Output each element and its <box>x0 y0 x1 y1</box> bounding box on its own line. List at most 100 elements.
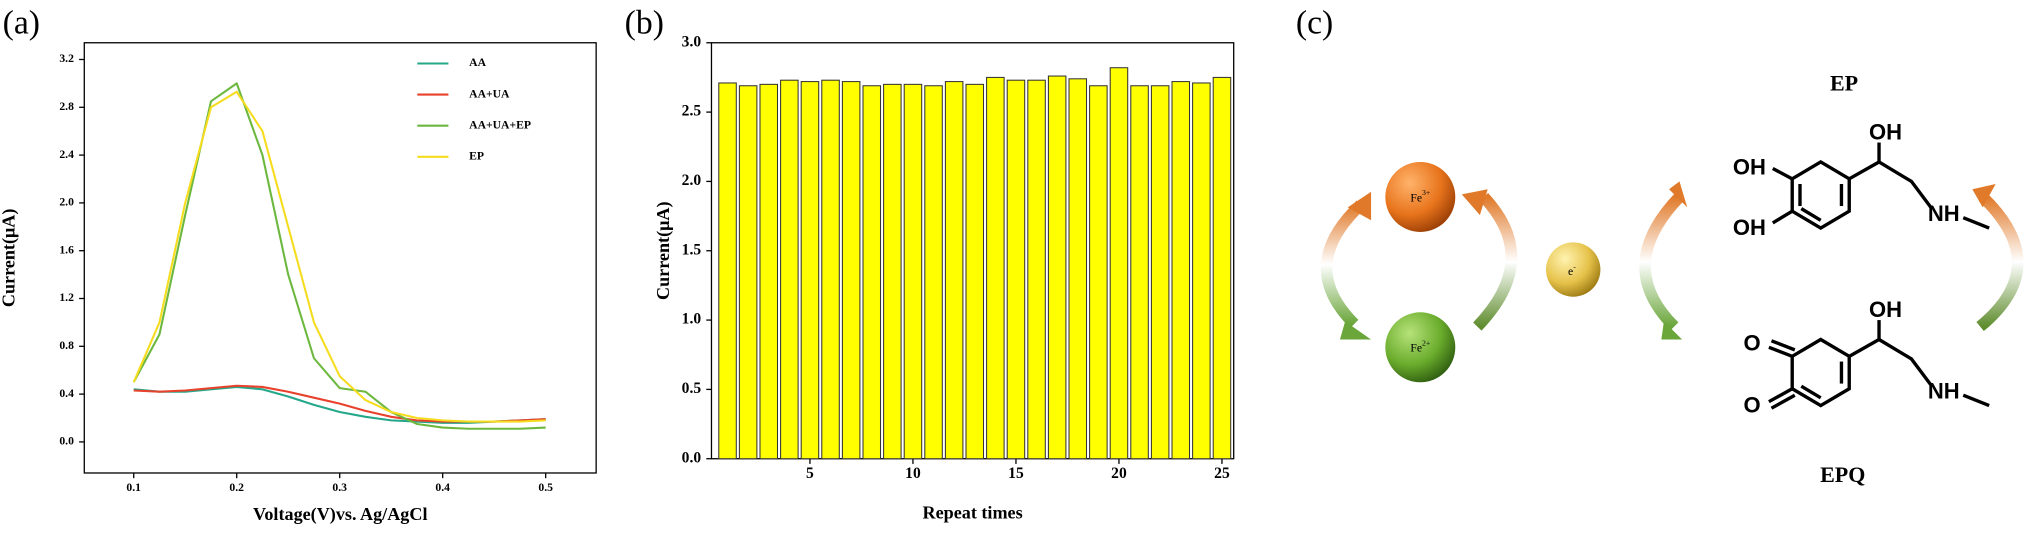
x-tick-label: 25 <box>1214 465 1230 482</box>
fe3-charge: 3+ <box>1422 188 1430 197</box>
chain <box>1848 160 1933 209</box>
arrow-head <box>1347 191 1372 221</box>
chain <box>1848 337 1933 386</box>
bar <box>1089 85 1108 460</box>
legend-label: AA+UA+EP <box>469 118 531 131</box>
arrow <box>1320 200 1365 329</box>
group: OH <box>1733 154 1766 179</box>
y-tick-label: 1.0 <box>682 311 702 328</box>
y-tick-label: 1.6 <box>59 243 74 256</box>
x-axis-title: Repeat times <box>923 503 1023 523</box>
y-axis-title: Current(μA) <box>0 209 20 308</box>
series-line <box>132 90 546 423</box>
bar <box>1068 78 1088 460</box>
arrow <box>1473 192 1518 331</box>
y-tick-label: 3.2 <box>59 52 74 65</box>
x-tick-label: 20 <box>1111 465 1127 482</box>
x-tick-label: 0.2 <box>229 481 244 494</box>
y-tick-label: 0.8 <box>59 339 74 352</box>
bond <box>1962 216 1990 230</box>
bar <box>780 79 799 460</box>
x-tick-label: 10 <box>905 465 921 482</box>
arrow-head <box>1972 184 1996 208</box>
legend-label: AA <box>469 56 486 69</box>
bond <box>1800 384 1822 400</box>
bond <box>1770 339 1796 352</box>
bar <box>903 83 923 460</box>
group: O <box>1743 393 1760 418</box>
legend-label: EP <box>469 149 484 162</box>
x-tick-label: 15 <box>1008 465 1024 482</box>
x-tick-label: 5 <box>806 465 814 482</box>
arrow <box>1639 192 1684 331</box>
y-tick-label: 2.5 <box>682 103 702 120</box>
electron-sphere <box>1546 242 1601 297</box>
x-tick-label: 0.5 <box>538 481 553 494</box>
bar <box>965 83 985 460</box>
fe2-label: Fe2+ <box>1410 338 1430 354</box>
ep-structure: OH OH OH NH <box>1733 119 1990 240</box>
electron-symbol: e <box>1568 265 1573 278</box>
y-tick-label: 0.0 <box>59 435 74 448</box>
bar <box>1006 79 1026 460</box>
bar <box>1171 81 1191 460</box>
fe3-label: Fe3+ <box>1410 188 1430 204</box>
bar <box>1192 82 1211 460</box>
arrow <box>1976 192 2024 332</box>
y-tick-label: 2.0 <box>59 196 74 209</box>
bar <box>862 85 882 460</box>
y-tick-label: 1.5 <box>682 241 702 258</box>
fe2-symbol: Fe <box>1410 341 1422 354</box>
bond <box>1771 209 1794 225</box>
bond <box>1768 387 1794 404</box>
y-tick-label: 0.0 <box>682 449 702 466</box>
y-tick-label: 2.0 <box>682 172 702 189</box>
group: O <box>1743 331 1760 356</box>
y-tick-label: 0.4 <box>59 387 74 400</box>
group: OH <box>1869 297 1902 322</box>
y-tick-label: 2.8 <box>59 100 74 113</box>
group: NH <box>1928 378 1960 403</box>
bar <box>986 76 1005 460</box>
plot-frame <box>83 42 597 474</box>
bond <box>1768 345 1793 358</box>
group: OH <box>1869 119 1902 144</box>
ep-label: EP <box>1830 71 1858 96</box>
epq-structure: O O OH NH <box>1743 297 1990 418</box>
panel-label: (b) <box>625 5 664 42</box>
arrow-head <box>1661 321 1683 340</box>
bar <box>841 81 861 460</box>
y-axis-title: Current(μA) <box>653 201 674 300</box>
x-tick-label: 0.4 <box>435 481 450 494</box>
y-tick-label: 1.2 <box>59 291 74 304</box>
bar <box>1109 67 1129 460</box>
arrow-head <box>1461 189 1488 216</box>
series-line <box>133 385 546 424</box>
bond <box>1771 166 1794 181</box>
bond <box>1770 393 1796 410</box>
group: NH <box>1928 201 1960 226</box>
panel-label: (c) <box>1296 5 1333 42</box>
bar <box>1130 85 1149 460</box>
bar <box>944 81 964 460</box>
bar <box>738 85 758 460</box>
fe2-charge: 2+ <box>1422 338 1430 347</box>
x-tick-label: 0.3 <box>332 481 347 494</box>
bar <box>800 81 820 460</box>
y-tick-label: 0.5 <box>682 380 702 397</box>
group: OH <box>1733 215 1766 240</box>
bar <box>718 82 737 460</box>
arrow-head <box>1669 181 1688 208</box>
bar <box>883 83 902 460</box>
epq-label: EPQ <box>1820 462 1865 487</box>
bar <box>1047 75 1067 460</box>
mechanism-diagram: (c) Fe3+ Fe2+ e- EP EPQ OH OH OH NH <box>1296 5 2024 487</box>
electron-label: e- <box>1568 262 1576 278</box>
bar <box>1212 76 1232 460</box>
bar <box>1150 85 1170 460</box>
x-tick-label: 0.1 <box>126 481 141 494</box>
y-tick-label: 3.0 <box>682 33 702 50</box>
panel-label: (a) <box>3 5 40 42</box>
y-tick-label: 2.4 <box>59 148 74 161</box>
